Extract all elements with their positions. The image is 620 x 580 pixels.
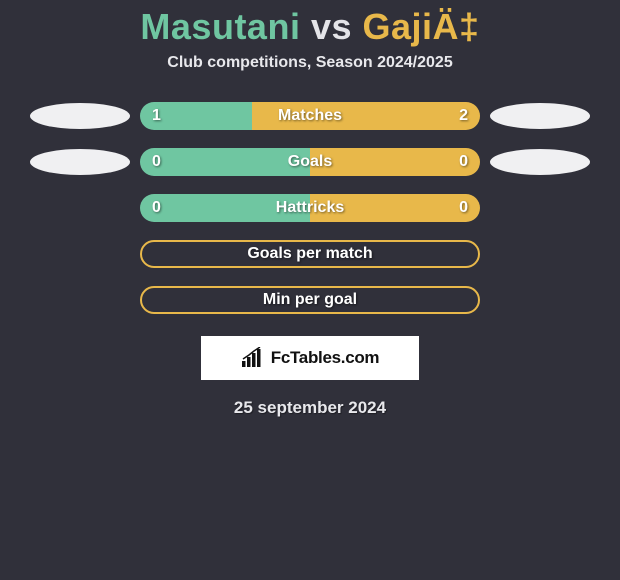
brand-name: FcTables.com: [271, 348, 380, 368]
player1-badge: [30, 149, 130, 175]
stat-row: Min per goal: [0, 286, 620, 314]
player2-segment: [310, 148, 480, 176]
player2-badge: [490, 103, 590, 129]
stat-bar: Goals per match: [140, 240, 480, 268]
player1-badge: [30, 103, 130, 129]
player1-badge-slot: [20, 149, 140, 175]
player2-badge-slot: [480, 103, 600, 129]
comparison-card: Masutani vs GajiÄ‡ Club competitions, Se…: [0, 0, 620, 580]
player1-segment: [140, 148, 310, 176]
player1-badge-slot: [20, 103, 140, 129]
footer-date: 25 september 2024: [0, 398, 620, 418]
stat-bar: Min per goal: [140, 286, 480, 314]
player2-name: GajiÄ‡: [363, 6, 480, 47]
player1-value: 0: [152, 199, 161, 217]
player2-value: 2: [459, 107, 468, 125]
player1-value: 1: [152, 107, 161, 125]
stat-bar: Matches 1 2: [140, 102, 480, 130]
subtitle: Club competitions, Season 2024/2025: [0, 54, 620, 72]
player1-value: 0: [152, 153, 161, 171]
page-title: Masutani vs GajiÄ‡: [0, 6, 620, 48]
stat-row: Matches 1 2: [0, 102, 620, 130]
player2-badge-slot: [480, 149, 600, 175]
stat-label: Hattricks: [276, 199, 344, 217]
player1-name: Masutani: [140, 6, 300, 47]
stat-row: Goals per match: [0, 240, 620, 268]
brand-box[interactable]: FcTables.com: [201, 336, 419, 380]
player2-badge: [490, 149, 590, 175]
stat-bar: Goals 0 0: [140, 148, 480, 176]
stat-rows: Matches 1 2 Goals 0 0 Hattricks 0 0 Goals per mat…: [0, 102, 620, 314]
chart-icon: [241, 347, 267, 369]
stat-label: Matches: [278, 107, 342, 125]
stat-label: Goals per match: [247, 245, 372, 263]
player2-value: 0: [459, 153, 468, 171]
stat-label: Min per goal: [263, 291, 357, 309]
stat-row: Hattricks 0 0: [0, 194, 620, 222]
player2-value: 0: [459, 199, 468, 217]
stat-label: Goals: [288, 153, 332, 171]
stat-bar: Hattricks 0 0: [140, 194, 480, 222]
stat-row: Goals 0 0: [0, 148, 620, 176]
vs-label: vs: [311, 6, 352, 47]
